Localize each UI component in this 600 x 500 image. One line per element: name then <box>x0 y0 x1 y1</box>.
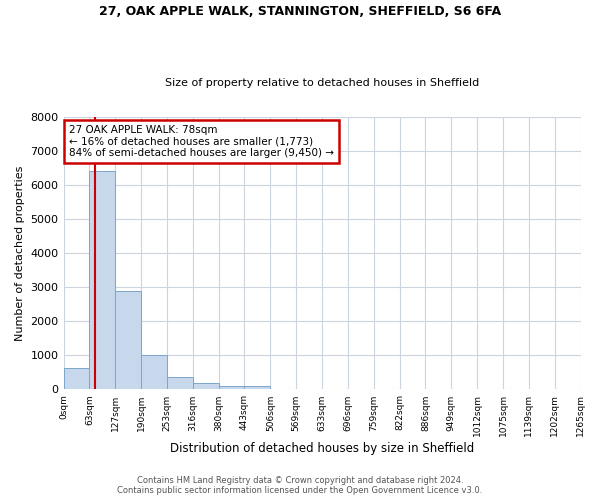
Bar <box>218 386 244 390</box>
Bar <box>64 368 89 390</box>
Bar <box>167 377 193 390</box>
Text: Contains HM Land Registry data © Crown copyright and database right 2024.
Contai: Contains HM Land Registry data © Crown c… <box>118 476 482 495</box>
Bar <box>244 386 271 390</box>
X-axis label: Distribution of detached houses by size in Sheffield: Distribution of detached houses by size … <box>170 442 474 455</box>
Bar <box>141 356 167 390</box>
Bar <box>115 290 141 390</box>
Text: 27 OAK APPLE WALK: 78sqm
← 16% of detached houses are smaller (1,773)
84% of sem: 27 OAK APPLE WALK: 78sqm ← 16% of detach… <box>69 124 334 158</box>
Text: 27, OAK APPLE WALK, STANNINGTON, SHEFFIELD, S6 6FA: 27, OAK APPLE WALK, STANNINGTON, SHEFFIE… <box>99 5 501 18</box>
Bar <box>89 171 115 390</box>
Y-axis label: Number of detached properties: Number of detached properties <box>15 166 25 340</box>
Title: Size of property relative to detached houses in Sheffield: Size of property relative to detached ho… <box>165 78 479 88</box>
Bar <box>193 384 218 390</box>
